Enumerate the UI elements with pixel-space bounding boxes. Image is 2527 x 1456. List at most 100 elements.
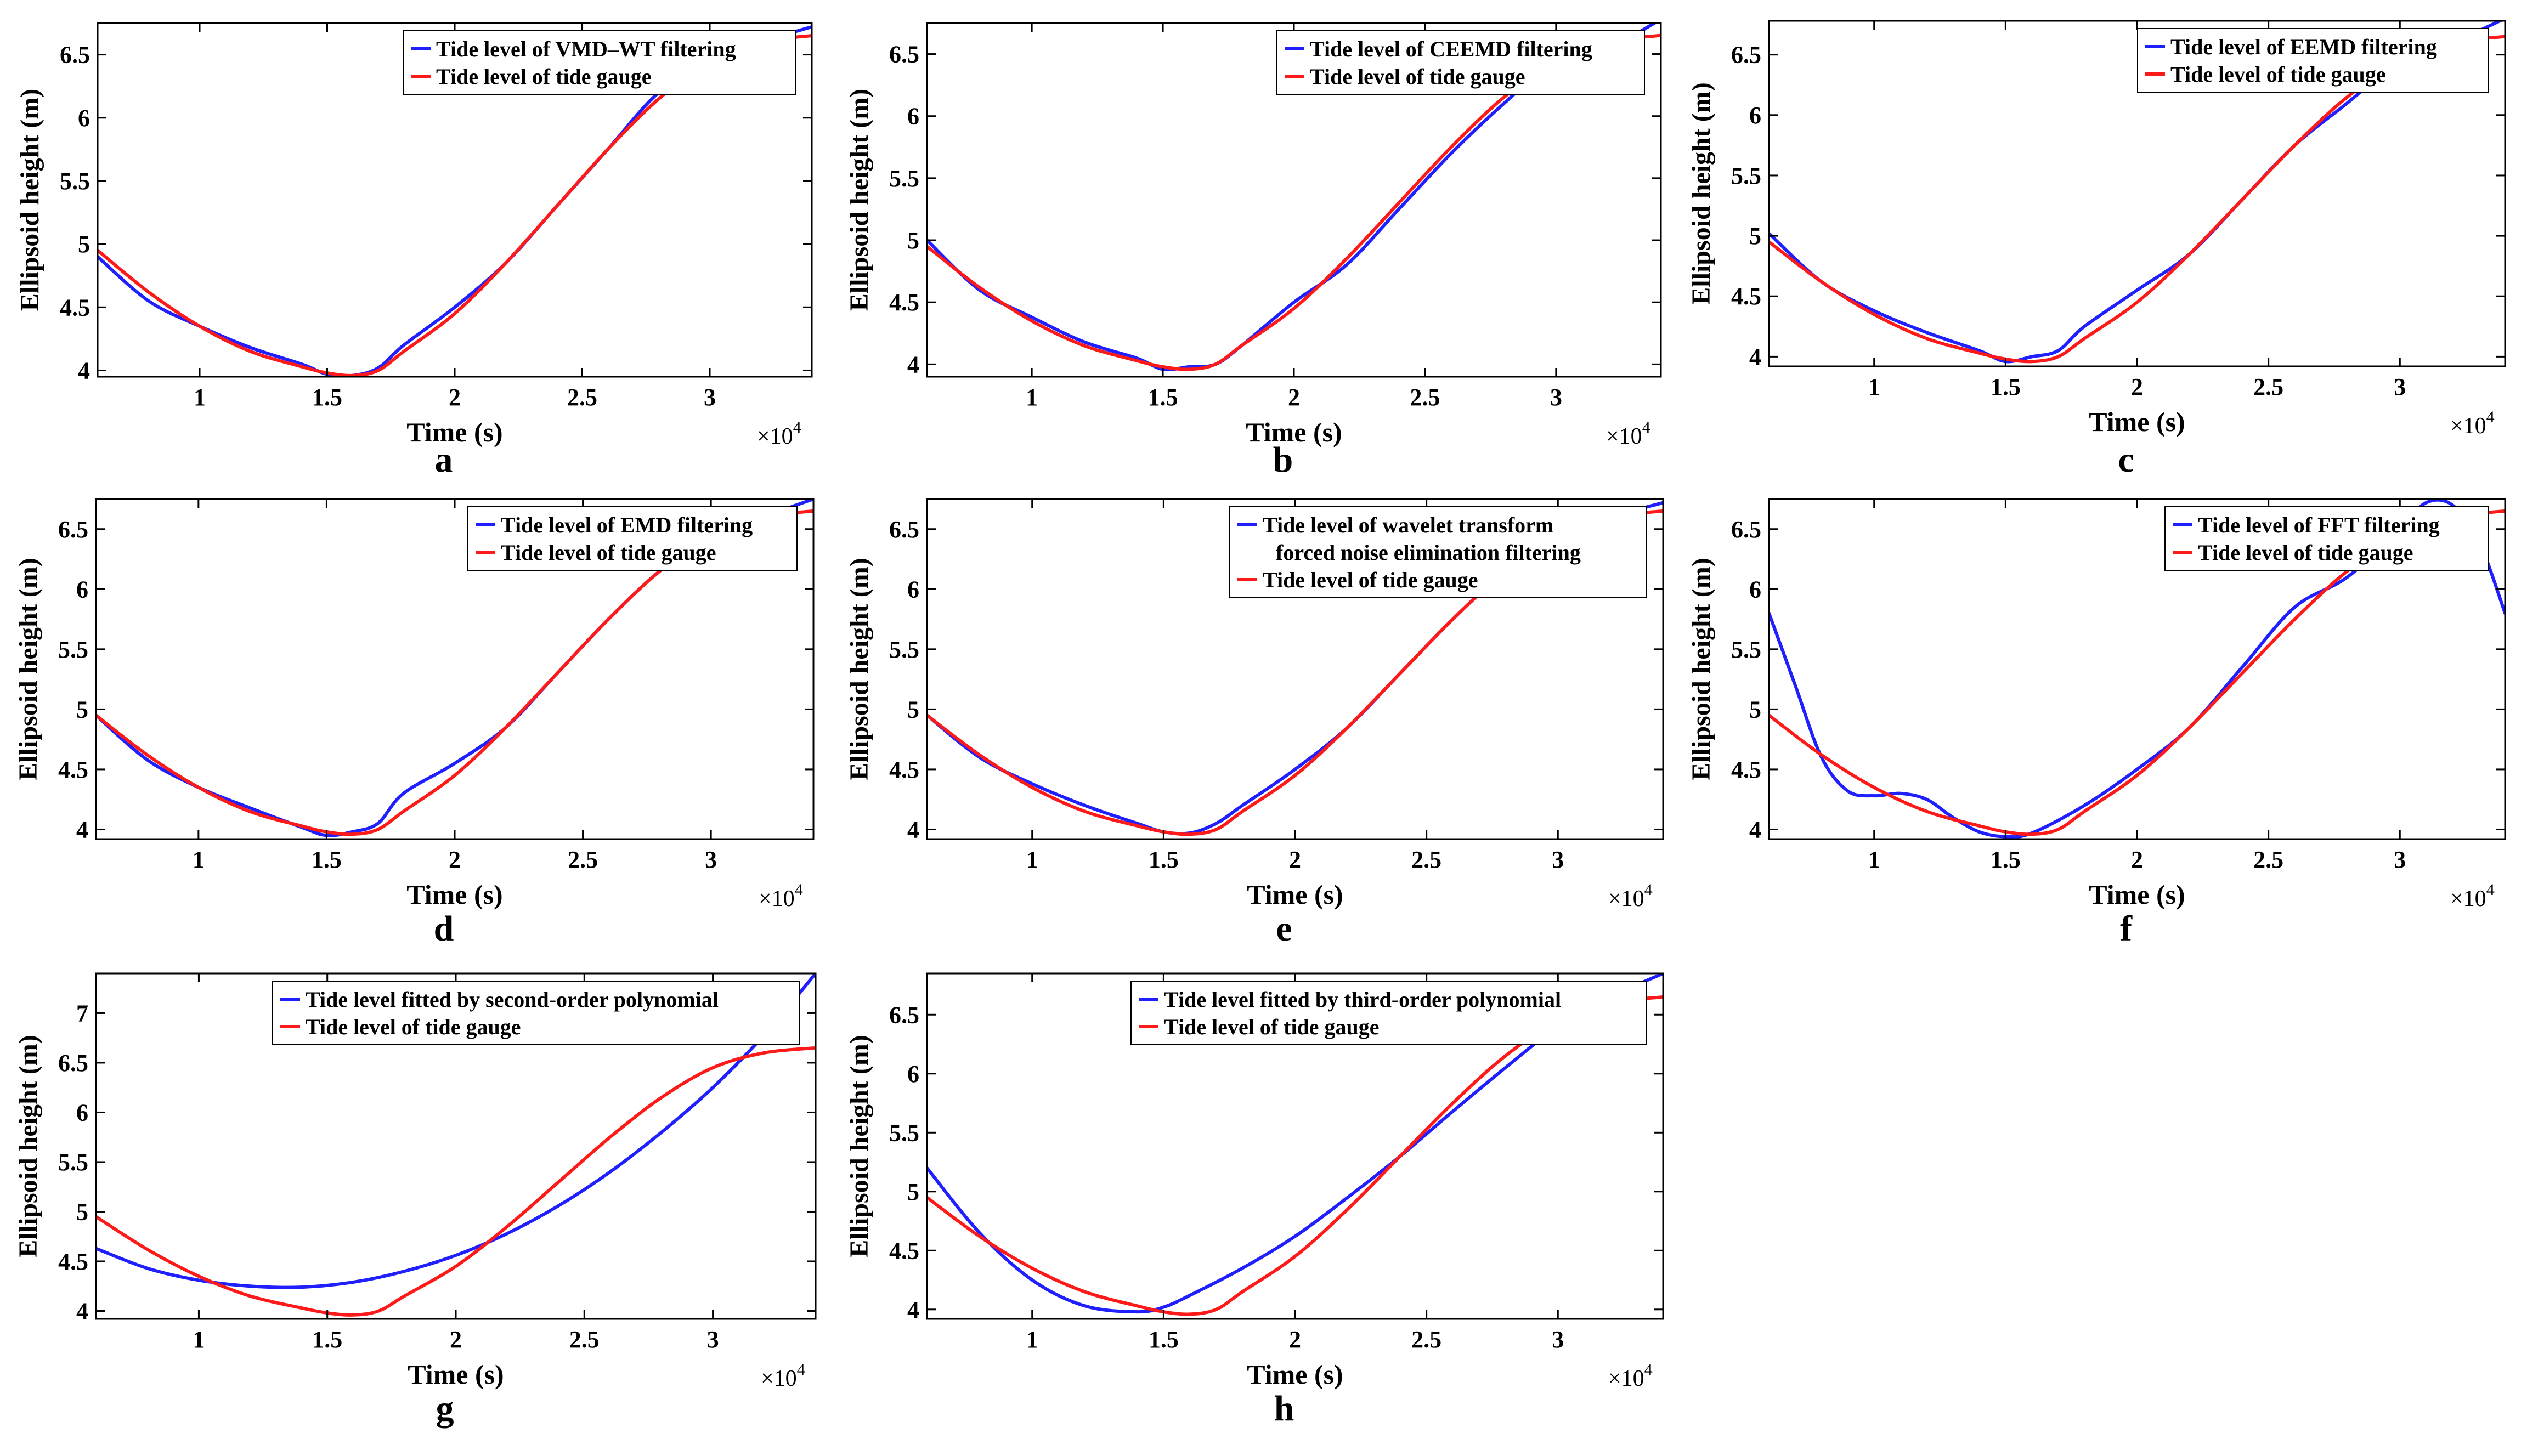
y-tick-label: 5 (1749, 223, 1761, 250)
y-tick-label: 5.5 (58, 636, 88, 663)
legend-label: Tide level of tide gauge (501, 540, 716, 565)
x-tick-label: 3 (1552, 846, 1564, 873)
x-tick-label: 1 (193, 846, 205, 873)
y-tick-label: 6 (907, 1061, 919, 1087)
x-tick-label: 1 (1868, 846, 1880, 873)
y-tick-label: 4.5 (1731, 756, 1761, 783)
x-tick-label: 3 (1550, 384, 1562, 411)
legend-label: Tide level of VMD–WT filtering (436, 37, 736, 61)
y-tick-label: 4 (76, 816, 88, 843)
series-line-filtered (96, 973, 816, 1289)
y-tick-label: 5 (1749, 696, 1761, 723)
y-tick-label: 4.5 (1731, 283, 1761, 310)
x-tick-label: 3 (2394, 846, 2406, 873)
y-tick-label: 4.5 (889, 289, 919, 316)
x-tick-label: 2.5 (1411, 1326, 1441, 1353)
legend-label: Tide level of tide gauge (1310, 64, 1525, 89)
chart-panel-f: 1 1.5 2 2.5 3 4 4.5 5 5.5 6 6.5 Time (s) Ellipsoid h… (1687, 498, 2506, 949)
legend-label: Tide level of tide gauge (306, 1015, 521, 1039)
x-tick-label: 1.5 (1991, 846, 2021, 873)
y-tick-label: 6.5 (889, 41, 919, 68)
x-tick-label: 2.5 (569, 1326, 600, 1353)
y-tick-label: 4 (907, 1296, 919, 1323)
legend-box (272, 981, 800, 1045)
y-axis-label: Ellipsoid height (m) (845, 89, 874, 311)
y-tick-label: 6.5 (60, 42, 90, 69)
legend-label: forced noise elimination filtering (1276, 540, 1581, 565)
chart-panel-c: 1 1.5 2 2.5 3 4 4.5 5 5.5 6 6.5 Time (s) Ellipsoid h… (1687, 20, 2506, 480)
series-line-tide-gauge (96, 1046, 816, 1317)
legend-box (467, 506, 798, 571)
chart-panel-b: 1 1.5 2 2.5 3 4 4.5 5 5.5 6 6.5 Time (s) Ellipsoid h… (845, 22, 1662, 480)
y-tick-label: 5.5 (889, 165, 919, 192)
y-tick-label: 4.5 (58, 756, 88, 783)
x-axis-label: Time (s) (2089, 406, 2185, 437)
panel-letter: e (1276, 909, 1292, 949)
panel-letter: c (2118, 440, 2134, 480)
y-tick-label: 4 (76, 1298, 88, 1325)
x-tick-label: 1 (1026, 384, 1038, 411)
x-tick-label: 2 (2131, 846, 2143, 873)
x-tick-label: 1.5 (1149, 1326, 1179, 1353)
y-tick-label: 4 (1749, 816, 1761, 843)
y-tick-label: 4 (907, 816, 919, 843)
x-tick-label: 1.5 (1149, 846, 1179, 873)
x-axis-label: Time (s) (406, 879, 502, 910)
x-tick-label: 3 (707, 1326, 719, 1353)
x-axis-label: Time (s) (406, 417, 502, 447)
legend-label: Tide level of tide gauge (1263, 568, 1478, 592)
legend-box (2137, 28, 2489, 93)
x-tick-label: 1.5 (312, 846, 342, 873)
y-tick-label: 6 (76, 1099, 88, 1126)
y-tick-label: 5 (907, 1179, 919, 1205)
y-axis-label: Ellipsoid height (m) (1687, 558, 1716, 780)
y-tick-label: 7 (76, 1000, 88, 1027)
x-tick-label: 2 (450, 1326, 462, 1353)
y-tick-label: 5.5 (1731, 162, 1761, 189)
x-tick-label: 3 (704, 384, 716, 411)
legend-label: Tide level fitted by second-order polyno… (306, 987, 719, 1012)
x-tick-label: 2 (449, 384, 461, 411)
x-tick-label: 1 (1026, 1326, 1038, 1353)
y-tick-label: 4 (1749, 343, 1761, 370)
legend-label: Tide level of tide gauge (2170, 62, 2386, 87)
y-axis-label: Ellipsoid height (m) (14, 1035, 43, 1257)
x-exponent-label: ×104 (757, 418, 801, 449)
y-tick-label: 5.5 (1731, 636, 1761, 663)
legend-box (2164, 506, 2489, 571)
panel-letter: h (1274, 1389, 1294, 1429)
y-tick-label: 5 (78, 231, 90, 258)
x-tick-label: 1.5 (312, 384, 342, 411)
y-tick-label: 5 (76, 696, 88, 723)
x-exponent-label: ×104 (1608, 881, 1653, 911)
legend-box (403, 30, 796, 95)
y-axis-label: Ellipsoid height (m) (14, 558, 43, 780)
y-tick-label: 5 (76, 1198, 88, 1225)
legend-label: Tide level of wavelet transform (1263, 513, 1553, 537)
y-tick-label: 6.5 (1731, 42, 1761, 69)
x-exponent-label: ×104 (1608, 1361, 1653, 1391)
y-tick-label: 5.5 (58, 1149, 88, 1176)
y-tick-label: 6.5 (1731, 516, 1761, 543)
x-tick-label: 1.5 (1991, 373, 2021, 400)
legend-label: Tide level of CEEMD filtering (1310, 37, 1592, 61)
legend-box (1229, 506, 1647, 598)
x-tick-label: 3 (705, 846, 717, 873)
legend-label: Tide level of EEMD filtering (2170, 35, 2437, 59)
x-tick-label: 2.5 (1410, 384, 1440, 411)
legend-label: Tide level of tide gauge (436, 64, 652, 89)
y-axis-label: Ellipsoid height (m) (15, 89, 44, 311)
panel-letter: f (2120, 909, 2133, 949)
y-tick-label: 5.5 (60, 168, 90, 195)
legend-box (1130, 981, 1647, 1045)
x-tick-label: 1 (193, 1326, 205, 1353)
x-tick-label: 2.5 (568, 846, 598, 873)
y-tick-label: 6 (76, 576, 88, 603)
y-tick-label: 6.5 (58, 516, 88, 543)
x-tick-label: 2.5 (567, 384, 597, 411)
y-tick-label: 4 (907, 351, 919, 378)
chart-panel-e: 1 1.5 2 2.5 3 4 4.5 5 5.5 6 6.5 Time (s) Ellipsoid h… (845, 498, 1664, 949)
y-tick-label: 5.5 (889, 1119, 919, 1146)
y-tick-label: 6 (78, 105, 90, 132)
legend-label: Tide level of EMD filtering (501, 513, 753, 537)
